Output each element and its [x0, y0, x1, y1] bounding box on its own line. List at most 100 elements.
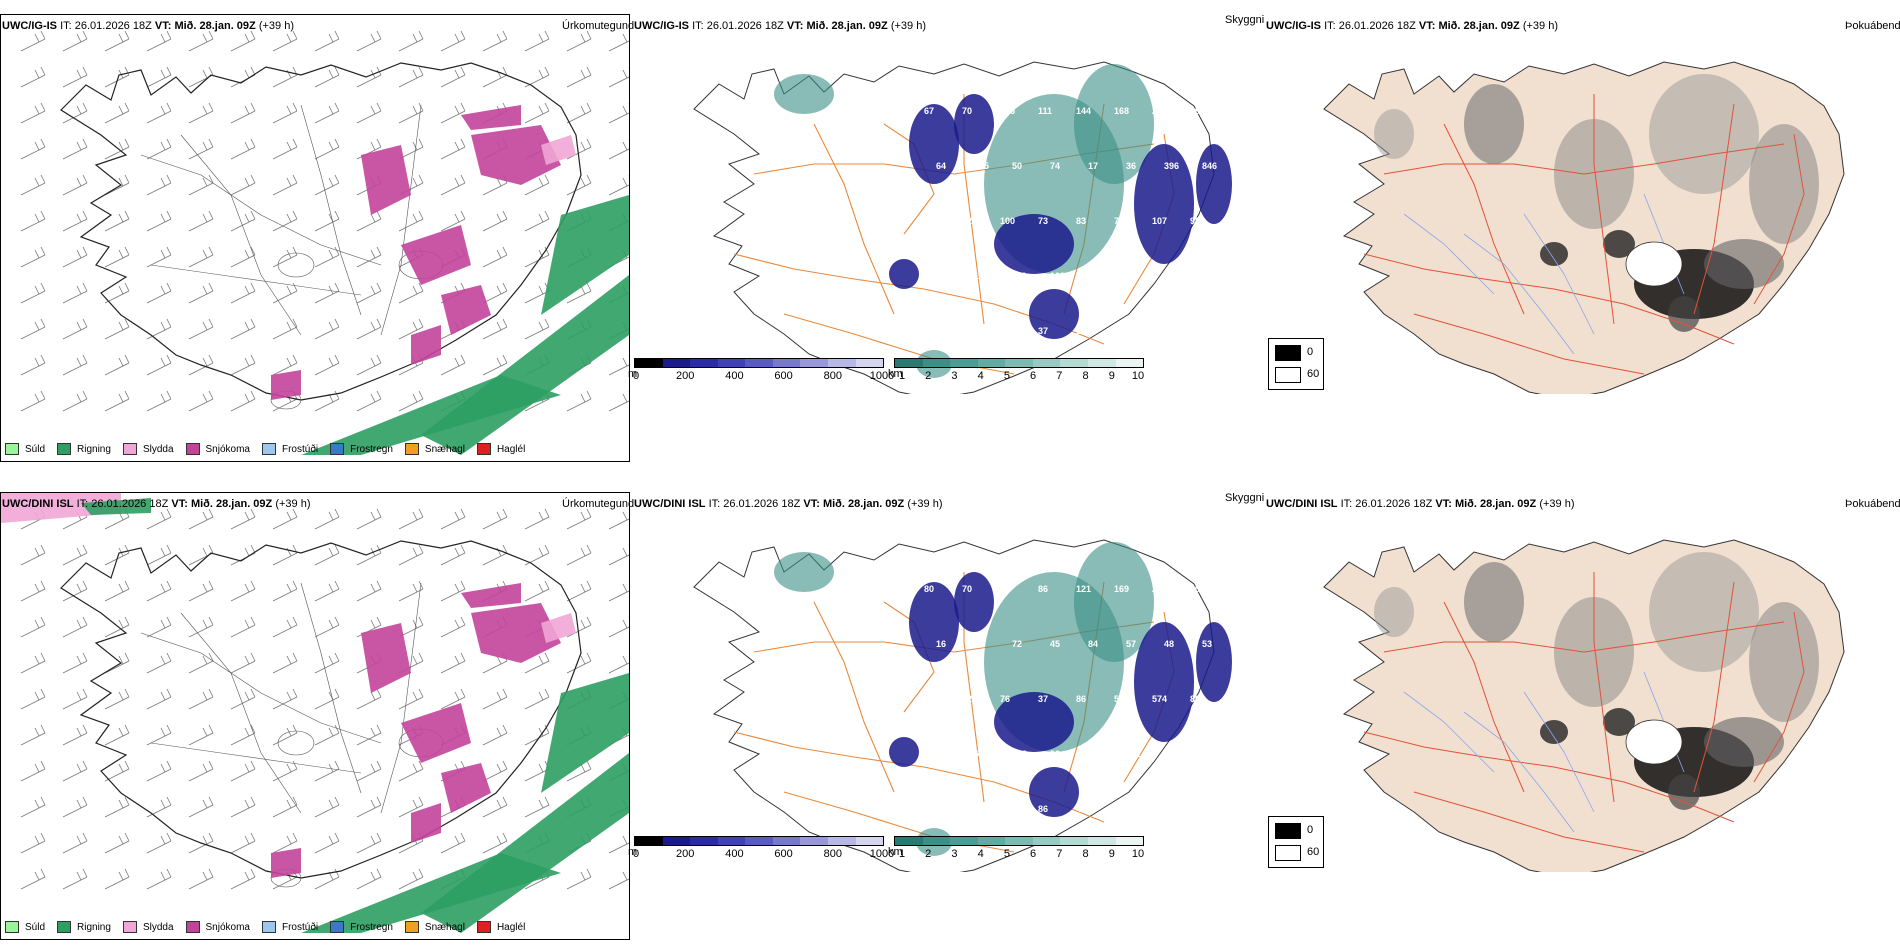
- wind-barb: [104, 102, 130, 124]
- wind-barb: [272, 282, 298, 304]
- legend-swatch: [404, 443, 419, 455]
- legend-label: Rigning: [77, 921, 111, 933]
- ceiling-label: 63: [974, 639, 984, 649]
- ceiling-label: 70: [962, 106, 972, 116]
- it-label: IT:: [1324, 20, 1336, 32]
- wind-barb: [608, 67, 629, 88]
- legend-label: Súld: [25, 443, 46, 455]
- legend-item: Snæhagl: [404, 921, 465, 933]
- wind-barb: [398, 688, 424, 710]
- wind-barb: [62, 318, 88, 340]
- it-value: 26.01.2026 18Z: [1338, 20, 1416, 32]
- wind-barb: [608, 581, 629, 602]
- lead-time: (+39 h): [275, 498, 311, 510]
- wind-barb: [272, 832, 298, 854]
- legend-item: Snjókoma: [185, 921, 250, 933]
- wind-barb: [20, 580, 46, 602]
- ceiling-label: 80: [924, 584, 934, 594]
- wind-barb: [188, 724, 214, 746]
- lead-time: (+39 h): [258, 20, 294, 32]
- ceiling-tick: 1000: [869, 848, 895, 860]
- wind-barb: [104, 390, 130, 412]
- wind-barb: [146, 580, 172, 602]
- wind-barb: [230, 724, 256, 746]
- panel-header: UWC/DINI ISL IT: 26.01.2026 18Z VT: Mið.…: [2, 498, 311, 510]
- ceiling-label: 201: [1152, 584, 1167, 594]
- ceiling-label: 79: [1164, 271, 1174, 281]
- ceiling-area: [909, 582, 959, 662]
- fog-low-swatch: [1275, 845, 1301, 861]
- legend-item: Slydda: [122, 921, 174, 933]
- wind-barb: [356, 832, 382, 854]
- legend-swatch: [261, 921, 276, 933]
- wind-barb: [104, 246, 130, 268]
- wind-barb: [398, 390, 424, 412]
- wind-barb: [146, 102, 172, 124]
- wind-barb: [524, 30, 550, 52]
- wind-barb: [230, 760, 256, 782]
- vt-label: VT:: [154, 20, 172, 32]
- visibility-area: [774, 74, 834, 114]
- visibility-unit: km: [888, 368, 903, 380]
- wind-barb: [524, 652, 550, 674]
- wind-barb: [356, 102, 382, 124]
- wind-barb: [356, 390, 382, 412]
- ceiling-label: 103: [1076, 326, 1091, 336]
- legend-label: Snjókoma: [205, 443, 250, 455]
- wind-barb: [398, 318, 424, 340]
- precip-area: [411, 325, 441, 365]
- wind-barb: [188, 210, 214, 232]
- wind-barb: [482, 318, 508, 340]
- precip-area: [461, 105, 521, 130]
- wind-barb: [230, 210, 256, 232]
- wind-barb: [104, 724, 130, 746]
- legend-swatch: [185, 443, 200, 455]
- ceiling-colorbar: m 0 200 400 600 800 1000: [628, 836, 894, 860]
- wind-barb: [356, 868, 382, 890]
- ceiling-area: [954, 572, 994, 632]
- visibility-tick: 5: [1003, 370, 1010, 382]
- wind-barb: [566, 616, 592, 638]
- legend-item: Súld: [5, 443, 45, 455]
- fog-low-label: 60: [1307, 846, 1320, 858]
- wind-barb: [62, 544, 88, 566]
- wind-barb: [146, 832, 172, 854]
- wind-barb: [230, 390, 256, 412]
- wind-barb: [146, 508, 172, 530]
- iceland-outline: [693, 539, 1215, 872]
- glacier-vatnajokull: [1625, 719, 1683, 765]
- precip-type-title: Úrkomutegund: [562, 498, 635, 510]
- wind-barb: [62, 724, 88, 746]
- ceiling-label: 69: [1126, 271, 1136, 281]
- wind-barb: [566, 138, 592, 160]
- wind-barb: [356, 508, 382, 530]
- wind-barb: [482, 724, 508, 746]
- legend-swatch: [122, 443, 137, 455]
- glacier-vatnajokull: [1625, 241, 1683, 287]
- panel-header: UWC/DINI ISL IT: 26.01.2026 18Z VT: Mið.…: [1266, 498, 1575, 510]
- wind-barb: [230, 30, 256, 52]
- wind-barb: [608, 509, 629, 530]
- wind-barb: [272, 688, 298, 710]
- wind-barb: [20, 102, 46, 124]
- precip-legend: Súld Rigning Slydda Snjókoma Frostúði Frostre…: [5, 921, 525, 933]
- ceiling-label: 17: [1088, 161, 1098, 171]
- wind-barb: [398, 210, 424, 232]
- ceiling-area: [1196, 622, 1232, 702]
- wind-barb: [188, 138, 214, 160]
- ceiling-tick: 400: [725, 848, 744, 860]
- wind-barb: [482, 354, 508, 376]
- wind-barb: [566, 390, 592, 412]
- visibility-tick: 3: [951, 848, 958, 860]
- ceiling-label: 86: [1088, 271, 1098, 281]
- precip-legend: Súld Rigning Slydda Snjókoma Frostúði Frostre…: [5, 443, 525, 455]
- wind-barb: [608, 139, 629, 160]
- vt-label: VT:: [786, 20, 804, 32]
- wind-barb: [62, 760, 88, 782]
- wind-barb: [314, 102, 340, 124]
- wind-barb: [188, 832, 214, 854]
- precip-area: [471, 603, 561, 663]
- wind-barb: [566, 652, 592, 674]
- wind-barb: [608, 31, 629, 52]
- visibility-tick: 7: [1056, 848, 1063, 860]
